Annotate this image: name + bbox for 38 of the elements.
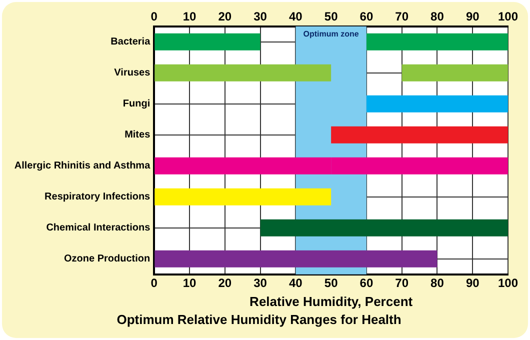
x2-tick-label: 80 xyxy=(430,10,444,24)
bar xyxy=(154,188,332,206)
y-tick-label: Allergic Rhinitis and Asthma xyxy=(14,160,151,172)
y-tick-label: Ozone Production xyxy=(64,254,150,265)
x-tick-label: 0 xyxy=(150,276,158,290)
x2-tick-label: 60 xyxy=(360,10,374,24)
bar xyxy=(366,95,508,112)
x-tick-label: 100 xyxy=(498,276,518,290)
y-tick-label: Fungi xyxy=(122,98,150,110)
x2-tick-label: 20 xyxy=(218,10,232,24)
y-tick-label: Bacteria xyxy=(110,36,151,48)
y-tick-label: Viruses xyxy=(114,68,151,79)
y-tick-label: Mites xyxy=(124,130,151,141)
bar xyxy=(154,250,438,268)
x2-tick-label: 10 xyxy=(182,10,197,24)
x-tick-label: 40 xyxy=(289,276,303,290)
x2-tick-label: 0 xyxy=(150,10,158,24)
y-tick-label: Respiratory Infections xyxy=(44,192,151,203)
x-tick-label: 50 xyxy=(324,276,338,290)
x-axis-title: Relative Humidity, Percent xyxy=(250,294,414,310)
x2-tick-label: 70 xyxy=(395,10,409,24)
x2-tick-label: 50 xyxy=(324,10,338,24)
x2-tick-label: 30 xyxy=(254,10,268,24)
x-tick-label: 60 xyxy=(360,276,374,290)
band-label: Optimum zone xyxy=(303,30,360,39)
x2-tick-label: 100 xyxy=(498,10,518,24)
y-tick-label: Chemical Interactions xyxy=(46,222,151,234)
bar xyxy=(260,219,508,236)
x-tick-label: 90 xyxy=(466,276,480,290)
x-tick-label: 30 xyxy=(254,276,268,290)
text: Optimum Relative Humidity Ranges for Health xyxy=(116,312,402,327)
x-tick-label: 20 xyxy=(218,276,232,290)
x-tick-label: 10 xyxy=(182,276,197,290)
x2-tick-label: 90 xyxy=(466,10,480,24)
bar xyxy=(331,126,508,144)
x-tick-label: 80 xyxy=(430,276,444,290)
x-tick-label: 70 xyxy=(395,276,409,290)
x2-tick-label: 40 xyxy=(289,10,303,24)
